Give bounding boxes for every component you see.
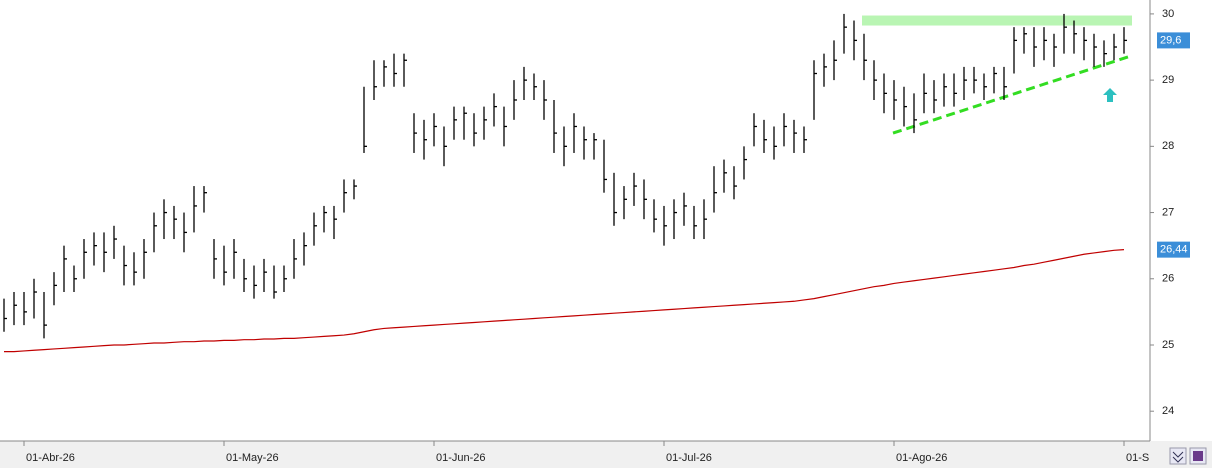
x-tick-label: 01-Jun-26 [436,452,486,464]
y-tick-label: 28 [1162,140,1174,152]
y-tick-label: 29 [1162,74,1174,86]
arrow-icon [1103,88,1117,102]
x-axis-band [0,441,1212,468]
y-tick-label: 30 [1162,8,1174,20]
scroll-button[interactable] [1169,447,1187,465]
y-tick-label: 27 [1162,206,1174,218]
button-frame[interactable] [1169,447,1187,465]
x-tick-label: 01-May-26 [226,452,279,464]
y-tick-label: 26 [1162,273,1174,285]
x-tick-label: 01-Jul-26 [666,452,712,464]
button-icon [1172,451,1184,463]
price-tag [1157,241,1190,258]
y-tick-label: 25 [1162,339,1174,351]
x-tick-label: 01-S [1126,452,1149,464]
x-tick-label: 01-Ago-26 [896,452,947,464]
button-icon [1193,451,1203,461]
moving-average [4,249,1125,353]
save-button[interactable] [1189,447,1207,465]
resistance-zone [862,15,1132,26]
price-tag [1157,32,1190,49]
price-tag-label: 26,44 [1160,244,1188,256]
x-tick-label: 01-Abr-26 [26,452,75,464]
price-tag-label: 29,6 [1160,34,1181,46]
y-tick-label: 24 [1162,405,1174,417]
